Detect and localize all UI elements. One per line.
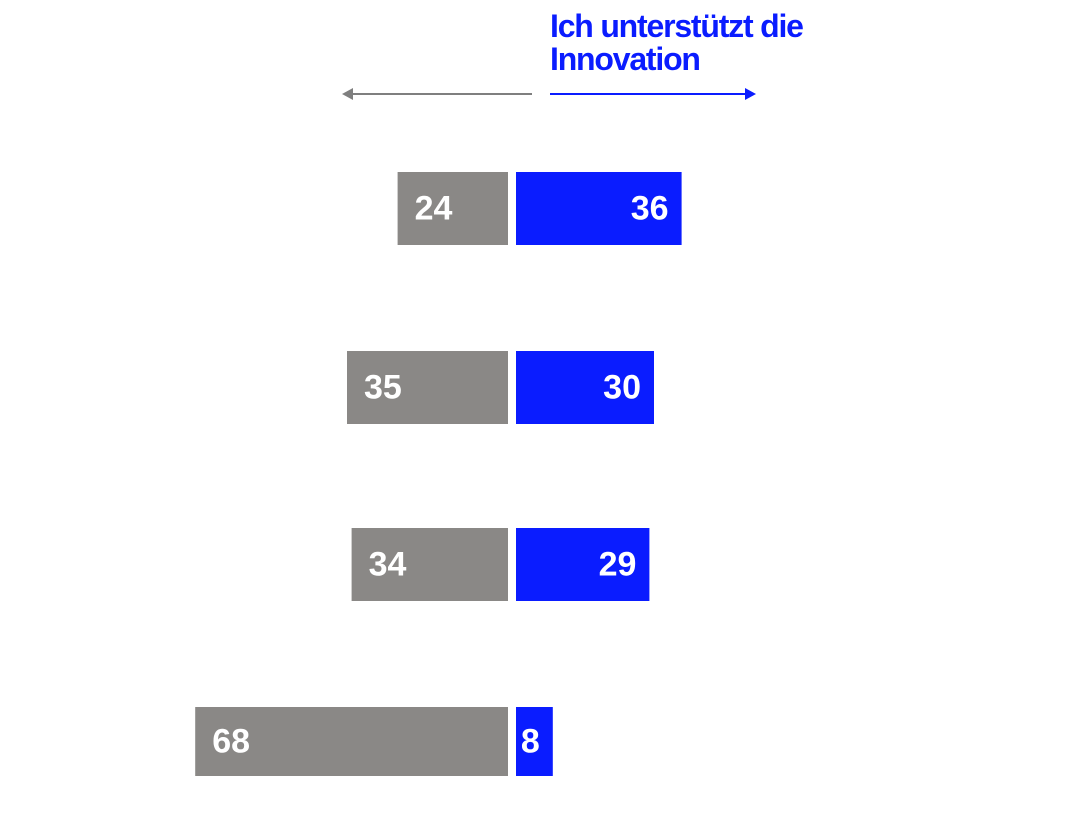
bar-left-1 [397, 172, 508, 245]
bar-left-2 [347, 351, 508, 424]
bar-left-label-2: 35 [364, 369, 402, 407]
bar-right-label-3: 29 [599, 546, 637, 584]
left-arrow-head [342, 88, 353, 100]
bar-right-2 [516, 351, 654, 424]
bar-right-label-2: 30 [603, 369, 641, 407]
right-arrow-head [745, 88, 756, 100]
bar-left-label-1: 24 [415, 190, 453, 228]
bars-group: 24 36 35 30 34 29 68 8 [195, 172, 682, 776]
bar-left-label-3: 34 [369, 546, 407, 584]
right-arrow [550, 88, 756, 100]
bar-right-1 [516, 172, 682, 245]
bar-right-4 [516, 707, 553, 776]
bar-right-label-1: 36 [631, 190, 669, 228]
bar-right-3 [516, 528, 650, 601]
support-label: Ich unterstützt die Innovation [550, 8, 804, 77]
bar-left-4 [195, 707, 508, 776]
bar-left-3 [351, 528, 508, 601]
bar-left-label-4: 68 [212, 723, 250, 761]
left-arrow [342, 88, 532, 100]
bar-right-label-4: 8 [521, 723, 540, 761]
